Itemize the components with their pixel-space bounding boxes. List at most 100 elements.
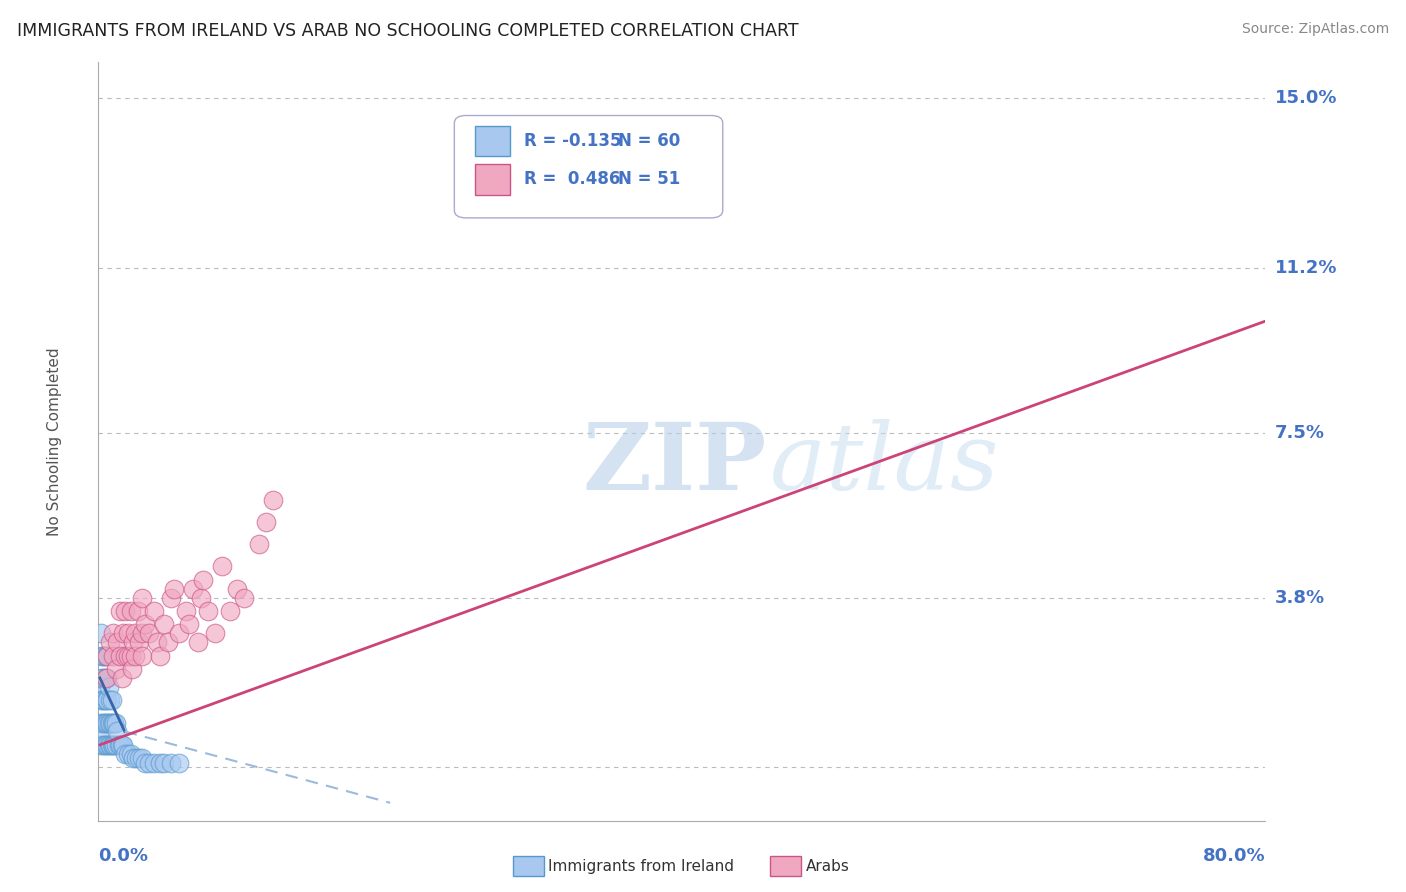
Point — [127, 604, 149, 618]
Point — [94, 738, 117, 752]
Point — [90, 626, 112, 640]
Point — [117, 747, 139, 761]
Point — [103, 715, 125, 730]
Point — [96, 671, 118, 685]
Point — [120, 747, 142, 761]
Point — [181, 582, 204, 596]
Point — [100, 738, 122, 752]
Point — [131, 751, 153, 765]
Point — [177, 617, 200, 632]
Point — [114, 747, 136, 761]
Point — [138, 756, 160, 770]
Point — [93, 715, 115, 730]
Point — [211, 559, 233, 574]
Point — [167, 626, 190, 640]
Point — [98, 738, 121, 752]
Point — [89, 738, 111, 752]
FancyBboxPatch shape — [475, 164, 510, 194]
Point — [128, 635, 150, 649]
Point — [101, 648, 124, 663]
Point — [97, 738, 120, 752]
Point — [254, 515, 277, 529]
Point — [117, 626, 139, 640]
Text: Arabs: Arabs — [806, 859, 849, 873]
Point — [111, 671, 134, 685]
Point — [104, 715, 127, 730]
Point — [142, 756, 165, 770]
Point — [122, 635, 145, 649]
Point — [89, 715, 111, 730]
Point — [120, 648, 142, 663]
Point — [96, 715, 118, 730]
Point — [90, 724, 112, 739]
Point — [167, 756, 190, 770]
Point — [197, 604, 219, 618]
Point — [93, 693, 115, 707]
Point — [128, 751, 150, 765]
Point — [90, 693, 112, 707]
Point — [190, 591, 212, 605]
Point — [90, 671, 112, 685]
Point — [204, 626, 226, 640]
Point — [117, 648, 139, 663]
Text: Immigrants from Ireland: Immigrants from Ireland — [548, 859, 734, 873]
Point — [93, 738, 115, 752]
Point — [131, 648, 153, 663]
Point — [96, 693, 118, 707]
Point — [105, 635, 128, 649]
Point — [110, 648, 132, 663]
Point — [160, 591, 183, 605]
Point — [262, 492, 284, 507]
Point — [98, 635, 121, 649]
Point — [103, 738, 125, 752]
Point — [108, 738, 131, 752]
Point — [91, 715, 114, 730]
Text: 3.8%: 3.8% — [1275, 589, 1324, 607]
Text: Source: ZipAtlas.com: Source: ZipAtlas.com — [1241, 22, 1389, 37]
Point — [89, 680, 111, 694]
Text: 11.2%: 11.2% — [1275, 259, 1337, 277]
Point — [114, 648, 136, 663]
Point — [160, 756, 183, 770]
Text: No Schooling Completed: No Schooling Completed — [46, 347, 62, 536]
Point — [226, 582, 249, 596]
Point — [110, 738, 132, 752]
Point — [91, 693, 114, 707]
Point — [93, 648, 115, 663]
Point — [96, 648, 118, 663]
Point — [97, 680, 120, 694]
Text: R = -0.135: R = -0.135 — [524, 132, 621, 150]
Point — [100, 715, 122, 730]
Text: R =  0.486: R = 0.486 — [524, 170, 620, 188]
Point — [94, 671, 117, 685]
Point — [104, 662, 127, 676]
Point — [193, 573, 215, 587]
Point — [94, 715, 117, 730]
Point — [94, 648, 117, 663]
Text: 15.0%: 15.0% — [1275, 89, 1337, 107]
Point — [101, 626, 124, 640]
Point — [247, 537, 270, 551]
Point — [91, 671, 114, 685]
Point — [174, 604, 197, 618]
Point — [114, 604, 136, 618]
Point — [142, 604, 165, 618]
Point — [153, 617, 176, 632]
Point — [149, 648, 172, 663]
Point — [131, 626, 153, 640]
Point — [233, 591, 256, 605]
Text: 7.5%: 7.5% — [1275, 424, 1324, 442]
Point — [90, 648, 112, 663]
Text: atlas: atlas — [769, 419, 998, 509]
Point — [124, 626, 146, 640]
Point — [121, 662, 143, 676]
Point — [157, 635, 180, 649]
Point — [163, 582, 186, 596]
FancyBboxPatch shape — [475, 126, 510, 156]
Point — [91, 738, 114, 752]
Point — [110, 604, 132, 618]
Text: N = 51: N = 51 — [617, 170, 681, 188]
Point — [124, 648, 146, 663]
Point — [111, 738, 134, 752]
Point — [122, 751, 145, 765]
